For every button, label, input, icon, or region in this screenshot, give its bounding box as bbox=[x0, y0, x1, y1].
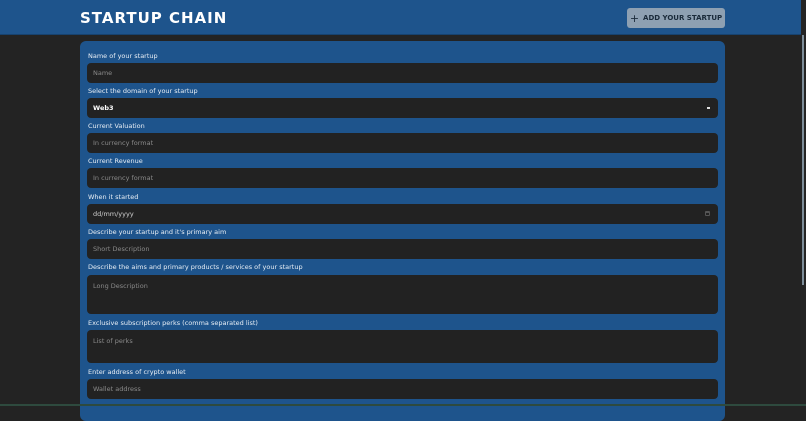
dropdown-caret-icon bbox=[707, 107, 710, 109]
long-description-textarea[interactable]: Long Description bbox=[87, 275, 718, 314]
scrollbar-thumb[interactable] bbox=[802, 35, 804, 285]
name-label: Name of your startup bbox=[88, 52, 158, 60]
add-startup-button[interactable]: + ADD YOUR STARTUP bbox=[627, 8, 725, 28]
add-startup-label: ADD YOUR STARTUP bbox=[643, 14, 723, 22]
short-description-label: Describe your startup and it's primary a… bbox=[88, 228, 227, 236]
revenue-input[interactable]: In currency format bbox=[87, 168, 718, 188]
long-description-label: Describe the aims and primary products /… bbox=[88, 263, 303, 271]
bottom-edge bbox=[0, 404, 806, 406]
short-description-input[interactable]: Short Description bbox=[87, 239, 718, 259]
start-date-label: When it started bbox=[88, 193, 139, 201]
startup-form: Name of your startup Name Select the dom… bbox=[80, 41, 725, 421]
perks-label: Exclusive subscription perks (comma sepa… bbox=[88, 319, 258, 327]
perks-textarea[interactable]: List of perks bbox=[87, 330, 718, 363]
calendar-icon[interactable] bbox=[705, 211, 710, 216]
start-date-placeholder: dd/mm/yyyy bbox=[93, 210, 134, 218]
domain-select-value: Web3 bbox=[93, 104, 114, 112]
app-header: STARTUP CHAIN + ADD YOUR STARTUP bbox=[0, 0, 801, 35]
plus-icon: + bbox=[629, 11, 640, 25]
name-input[interactable]: Name bbox=[87, 63, 718, 83]
valuation-label: Current Valuation bbox=[88, 122, 145, 130]
revenue-label: Current Revenue bbox=[88, 157, 143, 165]
wallet-input[interactable]: Wallet address bbox=[87, 379, 718, 399]
start-date-input[interactable]: dd/mm/yyyy bbox=[87, 204, 718, 224]
wallet-label: Enter address of crypto wallet bbox=[88, 368, 186, 376]
domain-select[interactable]: Web3 bbox=[87, 98, 718, 118]
valuation-input[interactable]: In currency format bbox=[87, 133, 718, 153]
brand-title: STARTUP CHAIN bbox=[80, 9, 228, 27]
domain-label: Select the domain of your startup bbox=[88, 87, 198, 95]
